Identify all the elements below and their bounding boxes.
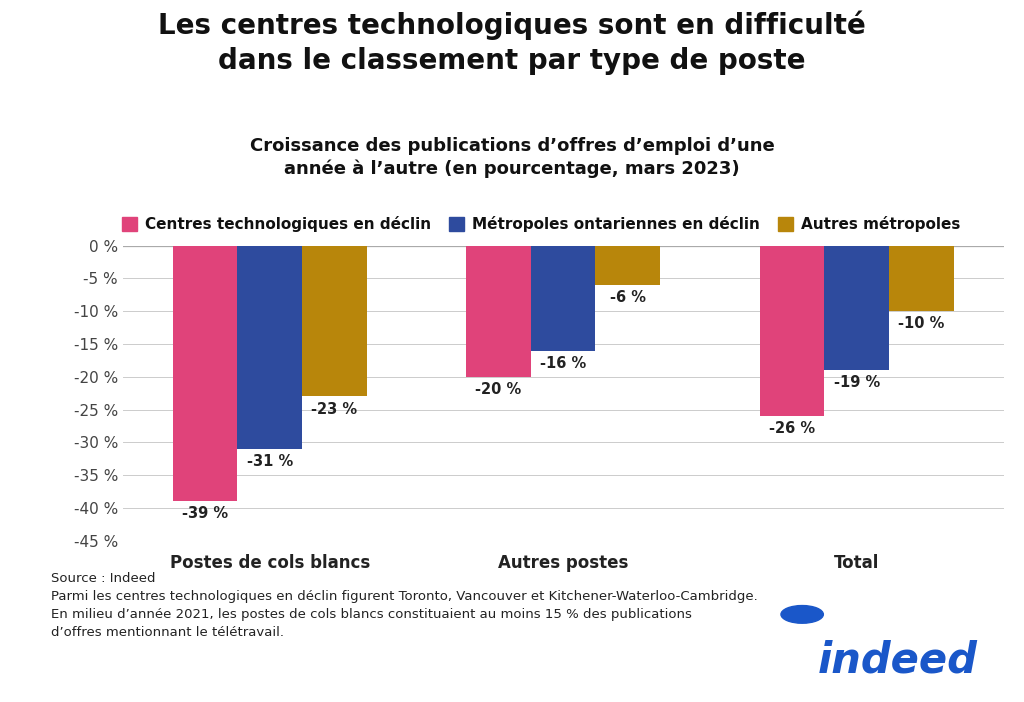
Text: -10 %: -10 % [898,317,944,331]
Text: -16 %: -16 % [540,356,587,371]
Text: -6 %: -6 % [609,290,646,305]
Bar [889,246,953,311]
Bar [466,246,530,377]
Bar [173,246,238,501]
Bar [760,246,824,416]
Text: indeed: indeed [817,640,978,682]
Bar [530,246,596,350]
Bar [596,246,660,285]
Bar [302,246,367,397]
Text: -26 %: -26 % [769,421,815,437]
Legend: Centres technologiques en déclin, Métropoles ontariennes en déclin, Autres métro: Centres technologiques en déclin, Métrop… [122,216,961,232]
Bar [824,246,889,370]
Text: Source : Indeed
Parmi les centres technologiques en déclin figurent Toronto, Van: Source : Indeed Parmi les centres techno… [51,572,758,639]
Text: -23 %: -23 % [311,402,357,417]
Text: Croissance des publications d’offres d’emploi d’une
année à l’autre (en pourcent: Croissance des publications d’offres d’e… [250,137,774,178]
Text: -20 %: -20 % [475,382,522,397]
Circle shape [781,606,823,623]
Text: -19 %: -19 % [834,376,880,390]
Text: -39 %: -39 % [182,506,228,522]
Bar [238,246,302,449]
Text: Les centres technologiques sont en difficulté
dans le classement par type de pos: Les centres technologiques sont en diffi… [158,11,866,74]
Text: -31 %: -31 % [247,454,293,469]
